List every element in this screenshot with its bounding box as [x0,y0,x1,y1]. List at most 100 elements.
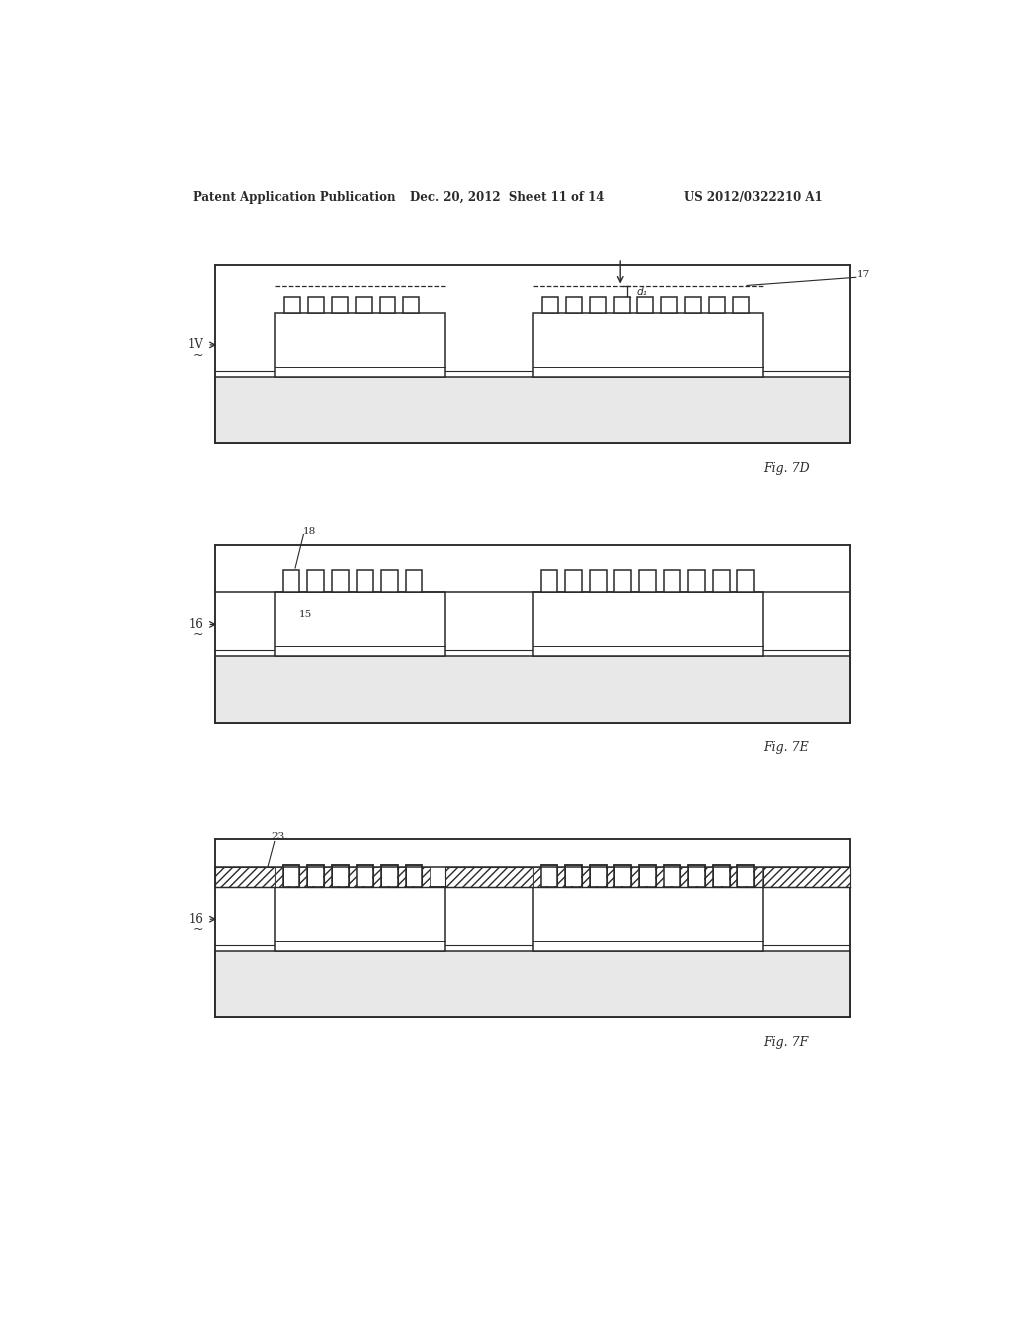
Bar [709,297,725,313]
Text: 15: 15 [299,610,312,619]
Bar [333,866,348,886]
Bar [284,866,299,886]
Bar [565,865,582,887]
Text: 17: 17 [856,269,869,279]
Bar [406,867,423,887]
Bar [215,867,274,887]
Bar [713,865,729,887]
Bar [713,865,729,887]
Bar [332,865,348,887]
Bar [532,313,763,378]
Bar [381,570,398,593]
Text: 16: 16 [188,912,204,925]
Bar [215,952,850,1018]
Bar [631,867,639,887]
Bar [332,867,348,887]
Bar [543,297,558,313]
Bar [688,865,705,887]
Bar [639,570,655,593]
Bar [215,840,850,1018]
Bar [299,867,307,887]
Text: Fig. 7F: Fig. 7F [763,1036,808,1049]
Bar [356,867,373,887]
Bar [705,867,713,887]
Bar [591,866,606,886]
Bar [380,297,395,313]
Bar [639,865,655,887]
Bar [688,865,705,887]
Bar [713,867,729,887]
Bar [407,866,422,886]
Bar [283,865,299,887]
Bar [541,867,557,887]
Bar [638,297,653,313]
Bar [283,570,299,593]
Bar [532,887,763,952]
Text: 18: 18 [303,527,315,536]
Bar [357,866,373,886]
Bar [664,570,680,593]
Bar [356,865,373,887]
Bar [283,867,299,887]
Bar [356,865,373,887]
Text: ~: ~ [193,923,204,936]
Text: Patent Application Publication: Patent Application Publication [194,190,395,203]
Bar [308,866,324,886]
Bar [541,865,557,887]
Bar [685,297,701,313]
Bar [542,866,557,886]
Bar [680,867,688,887]
Text: 16: 16 [188,618,204,631]
Bar [332,297,348,313]
Text: Dec. 20, 2012  Sheet 11 of 14: Dec. 20, 2012 Sheet 11 of 14 [410,190,604,203]
Bar [590,297,606,313]
Bar [541,865,557,887]
Bar [763,867,850,887]
Bar [606,867,614,887]
Bar [215,656,850,722]
Bar [307,865,324,887]
Bar [403,297,419,313]
Bar [307,867,324,887]
Bar [215,265,850,444]
Bar [713,570,729,593]
Bar [332,865,348,887]
Bar [639,865,655,887]
Bar [737,867,754,887]
Bar [614,570,631,593]
Bar [664,865,680,887]
Bar [664,867,680,887]
Bar [733,297,749,313]
Bar [307,865,324,887]
Bar [308,297,324,313]
Bar [398,867,406,887]
Bar [714,866,729,886]
Bar [565,865,582,887]
Bar [655,867,664,887]
Bar [590,867,606,887]
Bar [688,570,705,593]
Bar [532,593,763,656]
Bar [381,865,398,887]
Bar [689,866,705,886]
Bar [423,867,430,887]
Bar [373,867,381,887]
Bar [662,297,677,313]
Bar [285,297,300,313]
Text: Fig. 7D: Fig. 7D [763,462,810,475]
Bar [688,867,705,887]
Bar [614,865,631,887]
Text: 23: 23 [270,832,284,841]
Bar [274,593,445,656]
Bar [665,866,680,886]
Bar [729,867,737,887]
Bar [565,867,582,887]
Bar [664,865,680,887]
Bar [737,865,754,887]
Bar [381,865,398,887]
Bar [614,867,631,887]
Bar [590,865,606,887]
Bar [582,867,590,887]
Bar [639,867,655,887]
Bar [557,867,565,887]
